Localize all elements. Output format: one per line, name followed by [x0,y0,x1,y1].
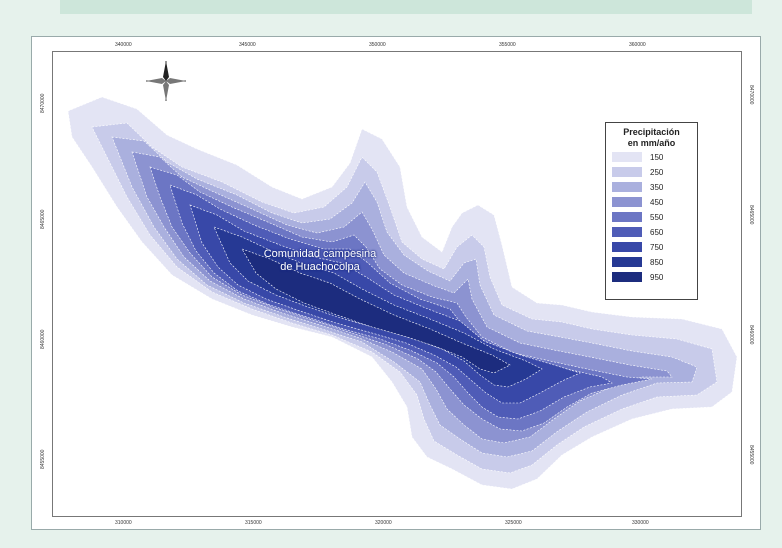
legend-title-line1: Precipitación [623,127,680,137]
legend-item: 150 [612,150,691,164]
bottom-tick-label: 320000 [375,520,392,526]
legend-swatch [612,167,642,177]
bottom-tick-label: 325000 [505,520,522,526]
community-label: Comunidad campesina de Huachocolpa [250,248,390,274]
north-arrow-icon [146,61,186,101]
top-tick-label: 360000 [629,42,646,48]
legend-title-line2: en mm/año [627,138,676,148]
legend-swatch [612,182,642,192]
legend-swatch [612,227,642,237]
legend-value: 150 [650,152,664,162]
legend-value: 350 [650,182,664,192]
precipitation-zone [241,248,511,374]
map-inner-border [52,51,742,517]
legend-swatch [612,212,642,222]
legend-items: 150 250 350 450 550 650 750 850 950 [612,150,691,284]
legend-value: 950 [650,272,664,282]
legend-item: 650 [612,225,691,239]
legend-swatch [612,197,642,207]
legend-swatch [612,242,642,252]
legend: Precipitación en mm/año 150 250 350 450 550 6… [605,122,698,300]
legend-value: 850 [650,257,664,267]
legend-swatch [612,152,642,162]
legend-item: 750 [612,240,691,254]
community-label-line2: de Huachocolpa [280,261,360,273]
legend-value: 750 [650,242,664,252]
bottom-tick-label: 330000 [632,520,649,526]
precipitation-map [67,96,738,490]
bottom-tick-label: 310000 [115,520,132,526]
top-tick-label: 340000 [115,42,132,48]
legend-item: 250 [612,165,691,179]
precipitation-zones [67,96,738,490]
legend-item: 350 [612,180,691,194]
top-tick-label: 355000 [499,42,516,48]
bottom-tick-label: 315000 [245,520,262,526]
legend-item: 850 [612,255,691,269]
top-tick-label: 345000 [239,42,256,48]
legend-value: 450 [650,197,664,207]
legend-value: 650 [650,227,664,237]
legend-title: Precipitación en mm/año [612,127,691,149]
legend-item: 950 [612,270,691,284]
legend-item: 450 [612,195,691,209]
legend-swatch [612,257,642,267]
legend-value: 250 [650,167,664,177]
community-label-line1: Comunidad campesina [263,248,377,260]
legend-value: 550 [650,212,664,222]
legend-swatch [612,272,642,282]
top-tick-label: 350000 [369,42,386,48]
caption-band [60,0,752,14]
legend-item: 550 [612,210,691,224]
map-frame: 340000 345000 350000 355000 360000 31000… [31,36,761,530]
